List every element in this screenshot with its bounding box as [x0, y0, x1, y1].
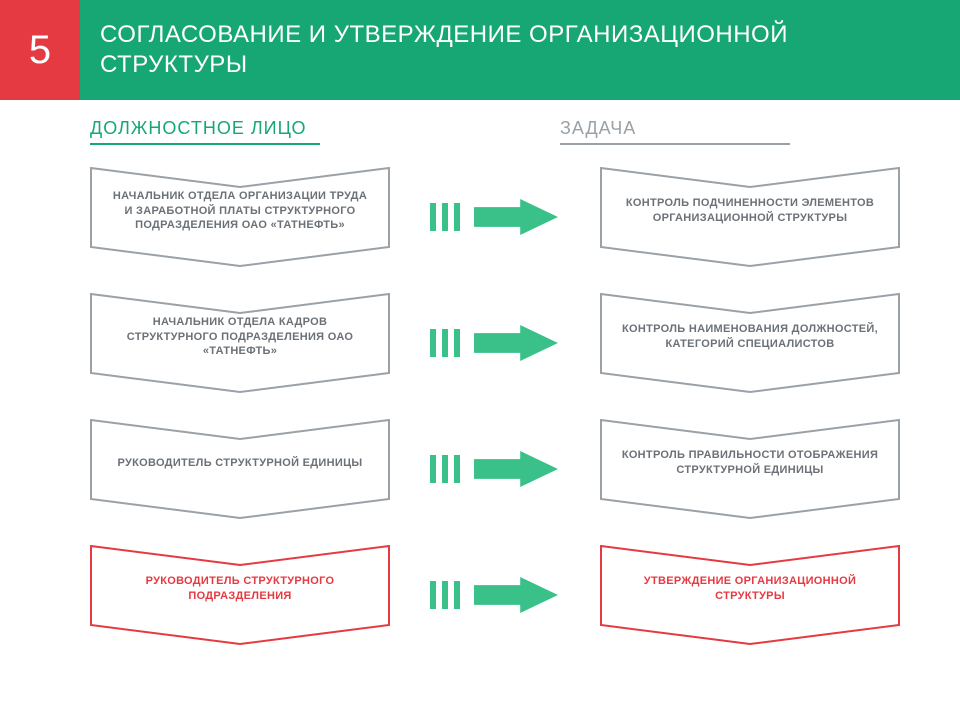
- chevron-label: УТВЕРЖДЕНИЕ ОРГАНИЗАЦИОННОЙ СТРУКТУРЫ: [600, 545, 900, 645]
- slide-header: 5 СОГЛАСОВАНИЕ И УТВЕРЖДЕНИЕ ОРГАНИЗАЦИО…: [0, 0, 960, 100]
- slide-number: 5: [0, 0, 80, 100]
- diagram-rows: НАЧАЛЬНИК ОТДЕЛА ОРГАНИЗАЦИИ ТРУДА И ЗАР…: [90, 167, 900, 645]
- column-header-left: ДОЛЖНОСТНОЕ ЛИЦО: [90, 118, 320, 145]
- chevron-box: КОНТРОЛЬ НАИМЕНОВАНИЯ ДОЛЖНОСТЕЙ, КАТЕГО…: [600, 293, 900, 393]
- chevron-label: НАЧАЛЬНИК ОТДЕЛА ОРГАНИЗАЦИИ ТРУДА И ЗАР…: [90, 167, 390, 267]
- arrow-icon: [420, 320, 570, 366]
- column-header-right: ЗАДАЧА: [560, 118, 790, 145]
- diagram-row: РУКОВОДИТЕЛЬ СТРУКТУРНОЙ ЕДИНИЦЫ КОНТРОЛЬ…: [90, 419, 900, 519]
- diagram-row: НАЧАЛЬНИК ОТДЕЛА ОРГАНИЗАЦИИ ТРУДА И ЗАР…: [90, 167, 900, 267]
- arrow-icon: [420, 194, 570, 240]
- chevron-label: КОНТРОЛЬ ПОДЧИНЕННОСТИ ЭЛЕМЕНТОВ ОРГАНИЗ…: [600, 167, 900, 267]
- chevron-label: КОНТРОЛЬ НАИМЕНОВАНИЯ ДОЛЖНОСТЕЙ, КАТЕГО…: [600, 293, 900, 393]
- chevron-label: КОНТРОЛЬ ПРАВИЛЬНОСТИ ОТОБРАЖЕНИЯ СТРУКТ…: [600, 419, 900, 519]
- chevron-box: НАЧАЛЬНИК ОТДЕЛА ОРГАНИЗАЦИИ ТРУДА И ЗАР…: [90, 167, 390, 267]
- chevron-box: НАЧАЛЬНИК ОТДЕЛА КАДРОВ СТРУКТУРНОГО ПОД…: [90, 293, 390, 393]
- chevron-box: РУКОВОДИТЕЛЬ СТРУКТУРНОГО ПОДРАЗДЕЛЕНИЯ: [90, 545, 390, 645]
- column-headers: ДОЛЖНОСТНОЕ ЛИЦО ЗАДАЧА: [90, 118, 900, 145]
- diagram-row: НАЧАЛЬНИК ОТДЕЛА КАДРОВ СТРУКТУРНОГО ПОД…: [90, 293, 900, 393]
- arrow-icon: [420, 572, 570, 618]
- chevron-label: РУКОВОДИТЕЛЬ СТРУКТУРНОЙ ЕДИНИЦЫ: [90, 419, 390, 519]
- slide-content: ДОЛЖНОСТНОЕ ЛИЦО ЗАДАЧА НАЧАЛЬНИК ОТДЕЛА…: [0, 100, 960, 645]
- chevron-label: НАЧАЛЬНИК ОТДЕЛА КАДРОВ СТРУКТУРНОГО ПОД…: [90, 293, 390, 393]
- chevron-box: УТВЕРЖДЕНИЕ ОРГАНИЗАЦИОННОЙ СТРУКТУРЫ: [600, 545, 900, 645]
- chevron-box: КОНТРОЛЬ ПРАВИЛЬНОСТИ ОТОБРАЖЕНИЯ СТРУКТ…: [600, 419, 900, 519]
- chevron-box: КОНТРОЛЬ ПОДЧИНЕННОСТИ ЭЛЕМЕНТОВ ОРГАНИЗ…: [600, 167, 900, 267]
- chevron-label: РУКОВОДИТЕЛЬ СТРУКТУРНОГО ПОДРАЗДЕЛЕНИЯ: [90, 545, 390, 645]
- arrow-icon: [420, 446, 570, 492]
- chevron-box: РУКОВОДИТЕЛЬ СТРУКТУРНОЙ ЕДИНИЦЫ: [90, 419, 390, 519]
- diagram-row: РУКОВОДИТЕЛЬ СТРУКТУРНОГО ПОДРАЗДЕЛЕНИЯ У…: [90, 545, 900, 645]
- slide-title: СОГЛАСОВАНИЕ И УТВЕРЖДЕНИЕ ОРГАНИЗАЦИОНН…: [80, 0, 960, 100]
